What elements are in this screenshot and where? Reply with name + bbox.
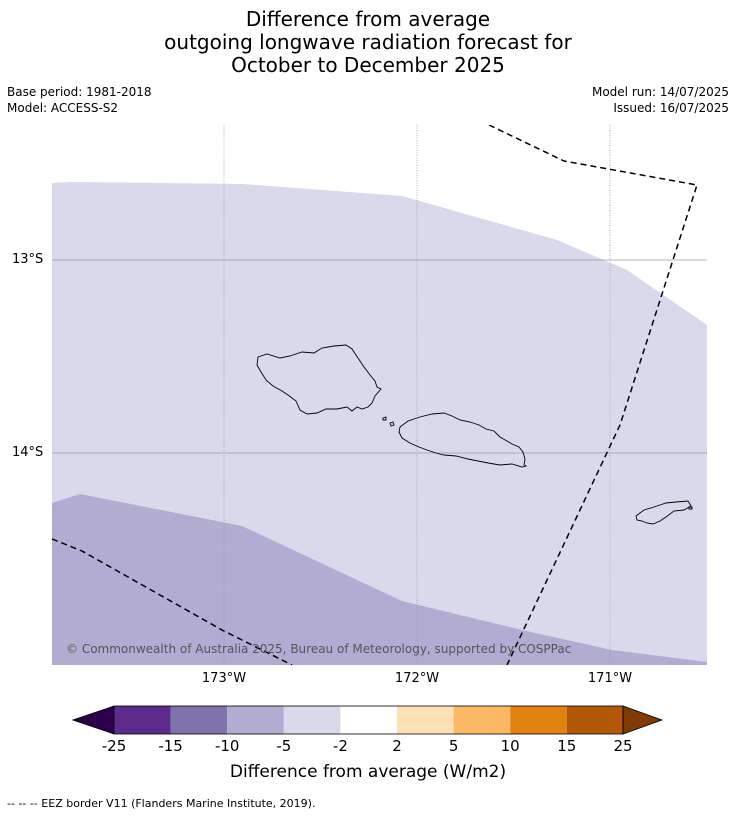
colorbar-tick: 10 xyxy=(500,737,520,755)
lat-label-14s: 14°S xyxy=(12,445,44,460)
eez-border-east xyxy=(488,125,698,665)
apolima-island xyxy=(389,421,395,427)
colorbar xyxy=(71,705,664,741)
colorbar-swatch-4 xyxy=(283,706,341,734)
colorbar-extend-low xyxy=(71,705,115,735)
colorbar-swatch-5 xyxy=(340,706,397,734)
title-line-1: Difference from average xyxy=(245,7,491,31)
lon-label-173w: 173°W xyxy=(201,671,247,686)
anomaly-band-medium xyxy=(52,494,707,665)
colorbar-tick: 15 xyxy=(557,737,577,755)
colorbar-tick: -2 xyxy=(332,737,348,755)
colorbar-tick: -10 xyxy=(214,737,240,755)
issued-date: Issued: 16/07/2025 xyxy=(613,101,729,115)
base-period: Base period: 1981-2018 xyxy=(7,85,152,99)
colorbar-tick: 2 xyxy=(392,737,402,755)
meta-right: Model run: 14/07/2025 Issued: 16/07/2025 xyxy=(592,84,729,116)
colorbar-label: Difference from average (W/m2) xyxy=(229,762,507,782)
tutuila-island xyxy=(635,500,692,525)
colorbar-tick: -5 xyxy=(276,737,292,755)
map-svg xyxy=(52,125,707,665)
lat-label-13s: 13°S xyxy=(12,252,44,267)
colorbar-outline xyxy=(113,705,624,735)
colorbar-swatch-9 xyxy=(566,706,623,734)
title-line-2: outgoing longwave radiation forecast for xyxy=(164,30,572,54)
map-title: Difference from average outgoing longwav… xyxy=(0,8,736,77)
colorbar-tick: -25 xyxy=(101,737,127,755)
lon-label-171w: 171°W xyxy=(587,671,633,686)
colorbar-swatch-1 xyxy=(114,706,171,734)
aunuu-island xyxy=(688,506,693,510)
map-panel xyxy=(52,125,707,665)
colorbar-tick: 5 xyxy=(448,737,459,755)
eez-footnote: -- -- -- EEZ border V11 (Flanders Marine… xyxy=(7,797,316,810)
colorbar-swatch-2 xyxy=(170,706,228,734)
colorbar-tick: -15 xyxy=(158,737,183,755)
copyright-notice: © Commonwealth of Australia 2025, Bureau… xyxy=(66,642,572,656)
model-name: Model: ACCESS-S2 xyxy=(7,101,119,115)
colorbar-extend-high xyxy=(622,705,664,735)
upolu-island xyxy=(398,412,528,468)
eez-border-southwest xyxy=(52,538,293,665)
title-line-3: October to December 2025 xyxy=(231,53,505,77)
colorbar-swatch-8 xyxy=(510,706,567,734)
colorbar-swatch-3 xyxy=(227,706,284,734)
colorbar-svg xyxy=(71,705,664,735)
model-run: Model run: 14/07/2025 xyxy=(591,85,729,99)
meta-left: Base period: 1981-2018 Model: ACCESS-S2 xyxy=(7,84,152,116)
graticule xyxy=(52,125,707,665)
colorbar-swatch-7 xyxy=(453,706,511,734)
colorbar-swatch-6 xyxy=(397,706,454,734)
lon-label-172w: 172°W xyxy=(394,671,440,686)
manono-island xyxy=(382,416,387,421)
colorbar-tick: 25 xyxy=(613,737,633,755)
savaii-island xyxy=(256,344,382,415)
